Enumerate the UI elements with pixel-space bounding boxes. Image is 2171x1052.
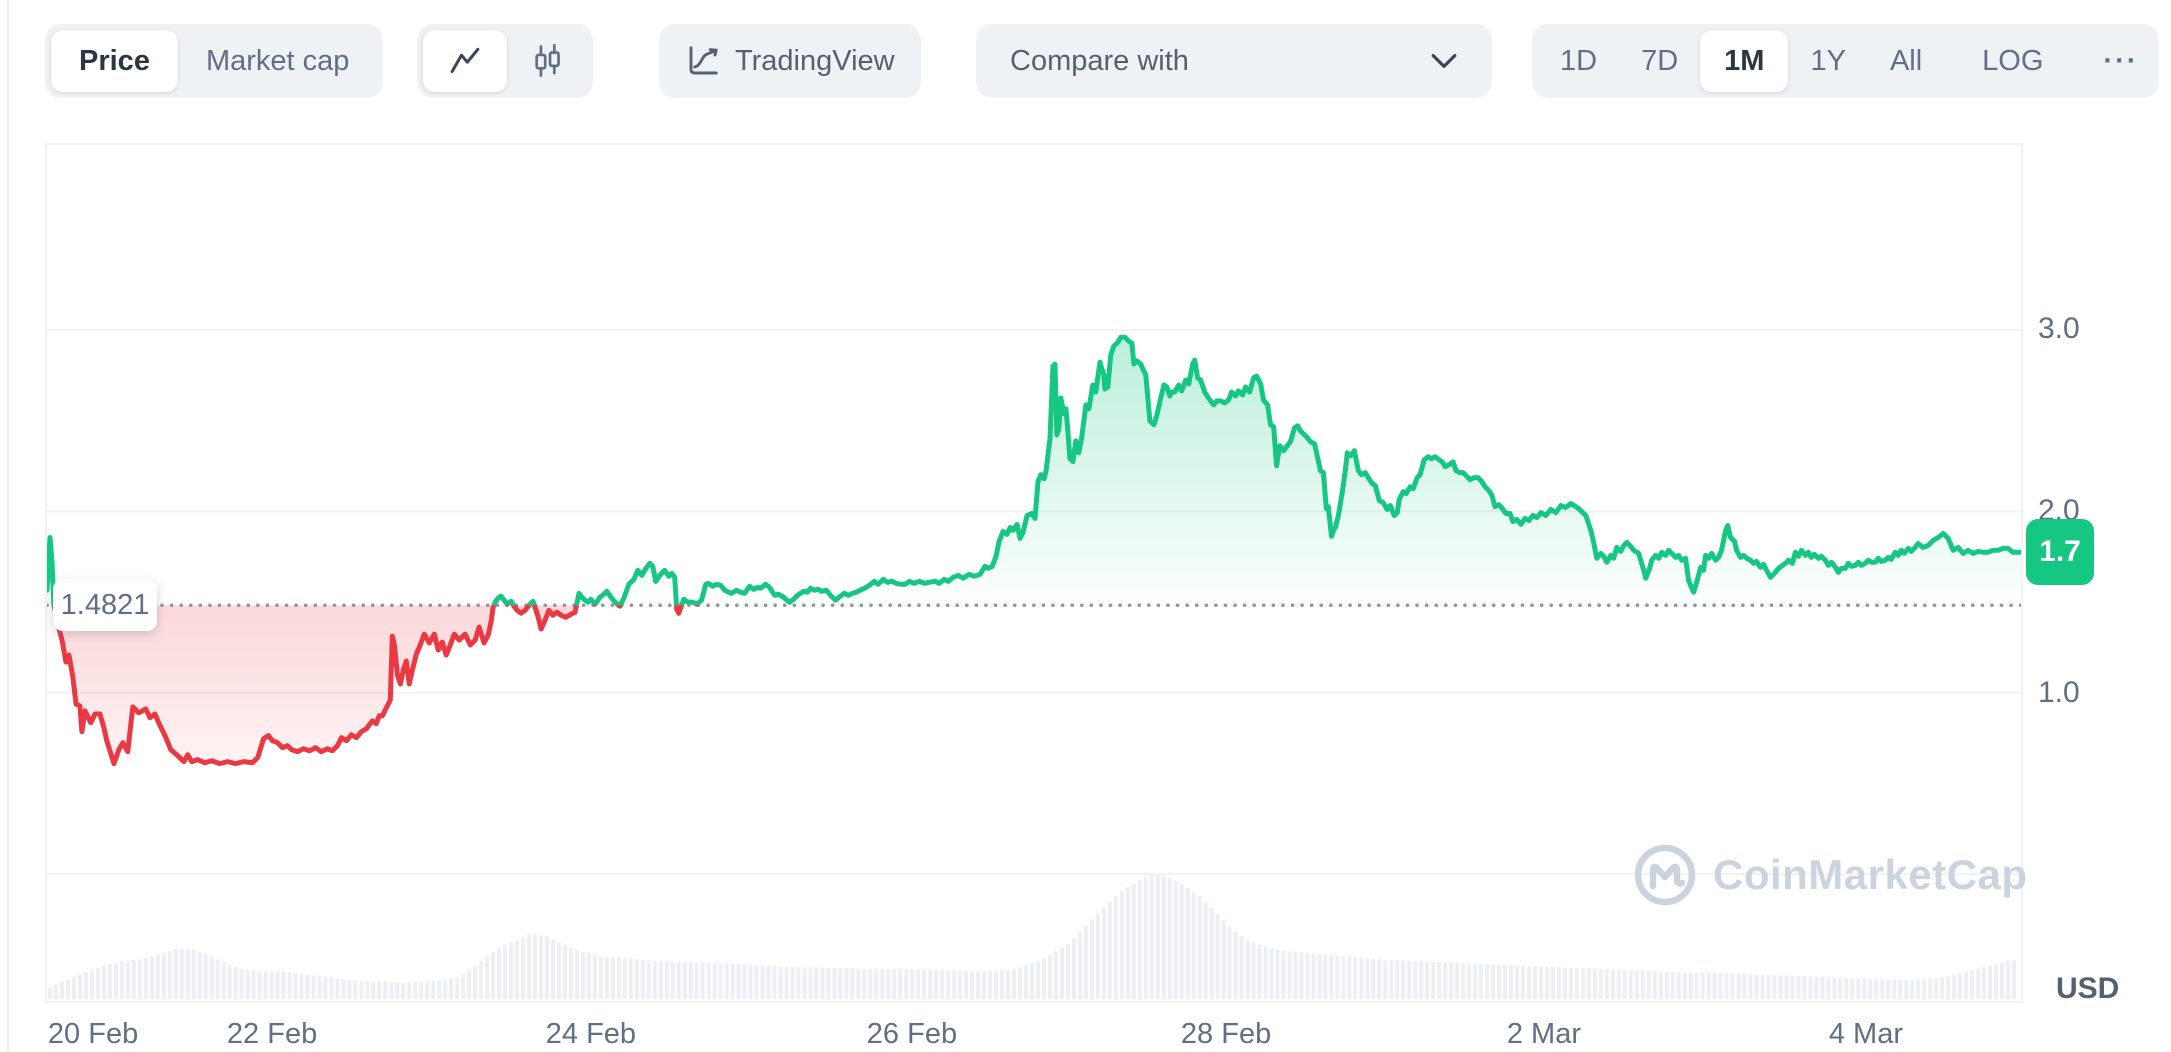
tradingview-label: TradingView bbox=[735, 44, 895, 77]
price-line-down bbox=[51, 605, 700, 767]
range-1m[interactable]: 1M bbox=[1700, 30, 1789, 92]
price-line-up bbox=[44, 334, 2024, 606]
x-axis-tick: 24 Feb bbox=[545, 1018, 637, 1050]
chart-plot-area[interactable] bbox=[44, 143, 2024, 1003]
toggle-market-cap[interactable]: Market cap bbox=[205, 44, 350, 77]
x-axis-tick: 26 Feb bbox=[866, 1018, 958, 1050]
page-left-divider bbox=[7, 0, 9, 1052]
chart-type-toggle bbox=[417, 24, 593, 98]
x-axis-tick: 22 Feb bbox=[226, 1018, 318, 1050]
current-price-badge: 1.7 bbox=[2026, 519, 2094, 586]
x-axis-tick: 4 Mar bbox=[1828, 1018, 1904, 1050]
more-options-button[interactable]: ··· bbox=[2103, 44, 2139, 77]
line-chart-icon bbox=[449, 47, 481, 75]
range-all[interactable]: All bbox=[1889, 44, 1923, 77]
log-scale-button[interactable]: LOG bbox=[1982, 44, 2044, 77]
toggle-price[interactable]: Price bbox=[51, 30, 178, 92]
x-axis-tick: 20 Feb bbox=[47, 1018, 139, 1050]
x-axis-tick: 28 Feb bbox=[1180, 1018, 1272, 1050]
currency-unit-label: USD bbox=[2056, 972, 2120, 1005]
watermark-text: CoinMarketCap bbox=[1713, 851, 2028, 898]
chevron-down-icon bbox=[1430, 52, 1458, 70]
baseline-price-label: 1.4821 bbox=[53, 579, 157, 632]
range-1d[interactable]: 1D bbox=[1560, 44, 1598, 77]
candlestick-icon bbox=[531, 44, 563, 78]
price-chart-svg bbox=[44, 328, 2024, 1000]
volume-bars bbox=[47, 874, 2017, 1000]
compare-dropdown[interactable]: Compare with bbox=[976, 24, 1492, 98]
y-axis-tick: 3.0 bbox=[2038, 311, 2080, 345]
range-selector: 1D 7D 1M 1Y All LOG ··· bbox=[1532, 24, 2159, 98]
range-1y[interactable]: 1Y bbox=[1810, 44, 1846, 77]
tradingview-button[interactable]: TradingView bbox=[659, 24, 921, 98]
x-axis-tick: 2 Mar bbox=[1506, 1018, 1581, 1050]
y-axis-tick: 1.0 bbox=[2038, 676, 2080, 710]
metric-toggle: Price Market cap bbox=[45, 24, 384, 98]
area-fill-up bbox=[47, 337, 2021, 606]
area-fill-down bbox=[54, 605, 682, 764]
coinmarketcap-watermark: CoinMarketCap bbox=[1633, 843, 2028, 907]
tradingview-icon bbox=[685, 43, 721, 79]
range-7d[interactable]: 7D bbox=[1641, 44, 1679, 77]
compare-label: Compare with bbox=[1010, 44, 1189, 77]
candlestick-chart-button[interactable] bbox=[507, 30, 587, 92]
coinmarketcap-logo-icon bbox=[1633, 843, 1697, 907]
line-chart-button[interactable] bbox=[423, 30, 507, 92]
